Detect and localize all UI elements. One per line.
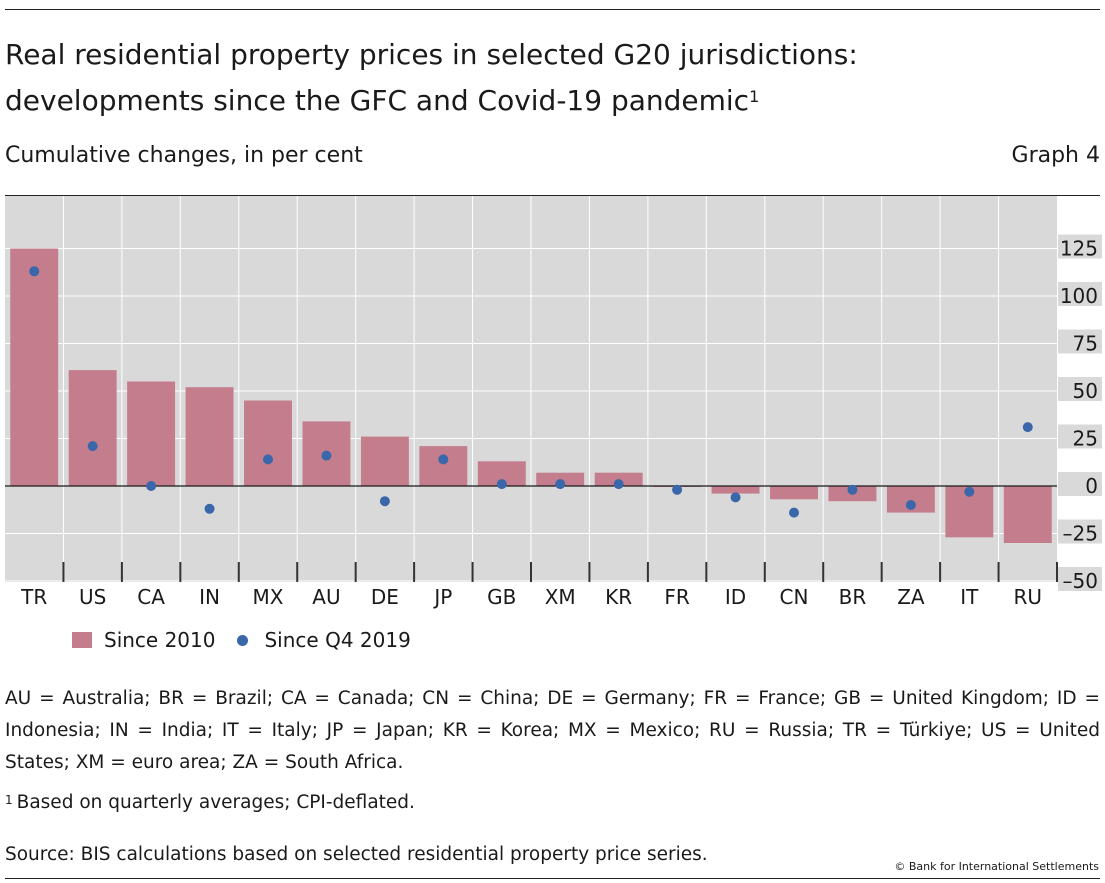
x-label-ZA: ZA bbox=[897, 585, 925, 609]
title-line-2: developments since the GFC and Covid-19 … bbox=[5, 84, 750, 117]
y-tick-label--50: –50 bbox=[1063, 569, 1098, 593]
chart-subtitle: Cumulative changes, in per cent bbox=[5, 143, 363, 168]
bar-IN bbox=[185, 387, 234, 486]
title-footnote-mark: 1 bbox=[749, 87, 760, 106]
bar-JP bbox=[419, 446, 468, 486]
x-label-KR: KR bbox=[605, 585, 632, 609]
x-label-IN: IN bbox=[199, 585, 220, 609]
dot-ID bbox=[730, 492, 741, 503]
x-label-XM: XM bbox=[545, 585, 576, 609]
y-label-bg bbox=[1058, 377, 1102, 401]
y-tick-label-0: 0 bbox=[1085, 474, 1098, 498]
dot-KR bbox=[613, 479, 624, 490]
y-tick-label--25: –25 bbox=[1063, 522, 1098, 546]
bar-MX bbox=[244, 400, 292, 486]
dot-MX bbox=[263, 454, 273, 465]
header-rule bbox=[5, 195, 1100, 196]
y-label-bg bbox=[1058, 424, 1102, 449]
dot-DE bbox=[379, 496, 390, 507]
bar-RU bbox=[1003, 486, 1052, 543]
y-label-bg bbox=[1058, 282, 1102, 306]
bar-CN bbox=[770, 486, 818, 500]
y-tick-label-50: 50 bbox=[1073, 379, 1098, 403]
y-label-bg bbox=[1058, 234, 1102, 259]
x-label-CA: CA bbox=[137, 585, 165, 609]
legend-dot-marker bbox=[237, 634, 249, 646]
dot-TR bbox=[29, 266, 40, 277]
dot-RU bbox=[1022, 422, 1033, 433]
y-label-bg bbox=[1058, 567, 1102, 591]
source-note: Source: BIS calculations based on select… bbox=[5, 844, 708, 865]
legend: Since 2010 Since Q4 2019 bbox=[72, 628, 411, 652]
legend-bar-label: Since 2010 bbox=[104, 628, 216, 652]
bar-TR bbox=[10, 248, 59, 486]
x-label-DE: DE bbox=[371, 585, 399, 609]
bar-US bbox=[68, 370, 117, 486]
y-label-bg bbox=[1058, 329, 1102, 354]
dot-FR bbox=[672, 484, 683, 495]
y-tick-label-75: 75 bbox=[1073, 332, 1098, 356]
dot-US bbox=[87, 441, 98, 452]
y-tick-label-25: 25 bbox=[1073, 427, 1098, 451]
x-label-IT: IT bbox=[960, 585, 979, 609]
footnote-text: Based on quarterly averages; CPI-deflate… bbox=[16, 792, 415, 813]
legend-dot-label: Since Q4 2019 bbox=[264, 628, 411, 652]
legend-bar-swatch bbox=[72, 632, 92, 648]
bottom-rule bbox=[5, 878, 1100, 879]
top-rule bbox=[5, 9, 1100, 10]
y-tick-label-125: 125 bbox=[1060, 237, 1098, 261]
chart-title: Real residential property prices in sele… bbox=[5, 32, 1005, 124]
abbreviation-note: AU = Australia; BR = Brazil; CA = Canada… bbox=[5, 688, 1100, 773]
dot-CN bbox=[789, 507, 799, 518]
footnote: 1 Based on quarterly averages; CPI-deflat… bbox=[5, 787, 1100, 819]
dot-ZA bbox=[905, 500, 916, 510]
x-label-TR: TR bbox=[20, 585, 47, 609]
dot-XM bbox=[555, 479, 566, 490]
y-label-bg bbox=[1058, 519, 1102, 544]
graph-number: Graph 4 bbox=[1011, 143, 1100, 168]
dot-AU bbox=[321, 450, 332, 461]
x-label-MX: MX bbox=[253, 585, 284, 609]
copyright: © Bank for International Settlements bbox=[894, 860, 1099, 873]
y-tick-label-100: 100 bbox=[1060, 284, 1098, 308]
bar-chart: TR US CA IN MX AU DE JP GB XM KR FR ID CN BR ZA IT RU 125 1… bbox=[5, 196, 1102, 609]
dot-BR bbox=[847, 484, 858, 495]
title-line-1: Real residential property prices in sele… bbox=[5, 38, 858, 71]
x-label-US: US bbox=[79, 585, 106, 609]
x-label-BR: BR bbox=[839, 585, 867, 609]
x-label-GB: GB bbox=[487, 585, 516, 609]
bar-ID bbox=[711, 486, 760, 494]
x-label-CN: CN bbox=[780, 585, 809, 609]
x-label-RU: RU bbox=[1014, 585, 1043, 609]
dot-CA bbox=[146, 481, 157, 491]
dot-JP bbox=[438, 454, 449, 465]
x-label-ID: ID bbox=[725, 585, 746, 609]
x-label-AU: AU bbox=[312, 585, 340, 609]
dot-IT bbox=[964, 486, 975, 497]
bar-DE bbox=[360, 436, 409, 486]
y-label-bg bbox=[1058, 472, 1102, 496]
dot-GB bbox=[496, 479, 507, 490]
x-label-JP: JP bbox=[432, 585, 452, 609]
x-label-FR: FR bbox=[664, 585, 690, 609]
footnote-mark: 1 bbox=[5, 793, 13, 807]
dot-IN bbox=[204, 503, 215, 514]
bar-CA bbox=[127, 381, 176, 486]
